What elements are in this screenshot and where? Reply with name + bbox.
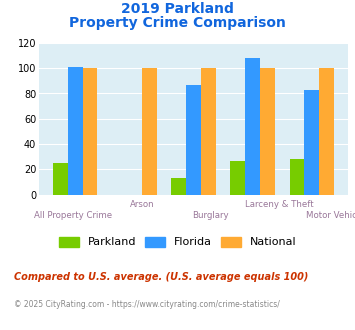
Bar	[230, 161, 245, 195]
Legend: Parkland, Florida, National: Parkland, Florida, National	[54, 232, 301, 252]
Bar	[290, 159, 304, 195]
Text: Compared to U.S. average. (U.S. average equals 100): Compared to U.S. average. (U.S. average …	[14, 272, 308, 282]
Text: Larceny & Theft: Larceny & Theft	[245, 200, 313, 209]
Text: 2019 Parkland: 2019 Parkland	[121, 2, 234, 16]
Bar	[201, 68, 215, 195]
Text: Arson: Arson	[130, 200, 154, 209]
Bar	[260, 68, 275, 195]
Text: © 2025 CityRating.com - https://www.cityrating.com/crime-statistics/: © 2025 CityRating.com - https://www.city…	[14, 300, 280, 309]
Bar	[319, 68, 334, 195]
Text: All Property Crime: All Property Crime	[34, 211, 113, 220]
Bar	[53, 163, 68, 195]
Text: Burglary: Burglary	[192, 211, 229, 220]
Bar	[68, 67, 83, 195]
Bar	[304, 90, 319, 195]
Bar	[83, 68, 97, 195]
Text: Motor Vehicle Theft: Motor Vehicle Theft	[306, 211, 355, 220]
Bar	[171, 178, 186, 195]
Bar	[142, 68, 157, 195]
Text: Property Crime Comparison: Property Crime Comparison	[69, 16, 286, 30]
Bar	[245, 58, 260, 195]
Bar	[186, 84, 201, 195]
